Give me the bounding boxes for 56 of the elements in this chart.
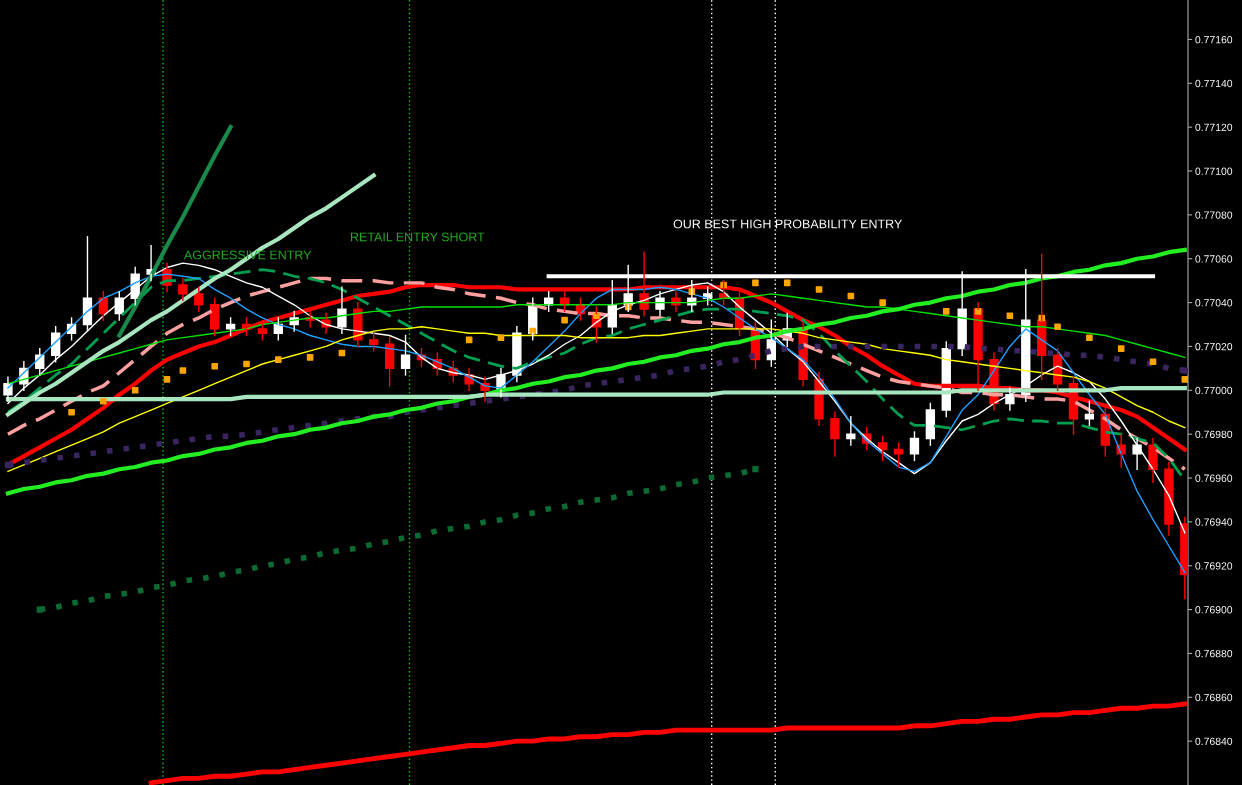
point — [879, 299, 886, 306]
y-tick-label: 0.76960 — [1195, 474, 1233, 482]
annotation: OUR BEST HIGH PROBABILITY ENTRY — [673, 219, 902, 229]
point — [752, 279, 759, 287]
y-tick-label: 0.77140 — [1195, 79, 1233, 88]
point — [529, 327, 537, 335]
y-tick-label: 0.76940 — [1195, 518, 1233, 526]
point — [163, 376, 171, 383]
y-tick-label: 0.76980 — [1195, 430, 1233, 439]
point — [752, 466, 759, 473]
point — [1006, 312, 1014, 320]
point — [497, 334, 505, 341]
line-series — [7, 326, 1186, 473]
candlestick — [178, 277, 188, 302]
y-tick-label: 0.77100 — [1195, 167, 1233, 175]
point — [179, 367, 187, 374]
candlestick — [1132, 437, 1142, 470]
point — [243, 360, 250, 368]
y-tick-label: 0.76900 — [1195, 606, 1233, 614]
y-tick-label: 0.77160 — [1195, 35, 1233, 44]
candlestick — [337, 286, 347, 334]
point — [4, 461, 12, 468]
y-tick-label: 0.76920 — [1195, 562, 1233, 570]
point — [306, 354, 314, 361]
point — [131, 387, 139, 394]
point — [211, 362, 218, 370]
y-tick-label: 0.77080 — [1195, 211, 1233, 219]
y-tick-label: 0.77040 — [1195, 299, 1233, 307]
point — [1054, 323, 1061, 331]
point — [36, 606, 43, 613]
point — [942, 308, 950, 315]
candlestick — [1148, 437, 1158, 484]
annotation: RETAIL ENTRY SHORT — [350, 232, 485, 242]
point — [974, 308, 982, 315]
point — [68, 408, 75, 416]
point — [561, 316, 568, 324]
point — [275, 356, 282, 363]
candlestick — [1164, 461, 1174, 536]
y-tick-label: 0.76880 — [1195, 649, 1233, 658]
candlestick — [655, 290, 665, 317]
y-tick-label: 0.77120 — [1195, 123, 1233, 132]
candlestick — [846, 415, 856, 446]
y-tick-label: 0.77060 — [1195, 255, 1233, 263]
point — [815, 286, 823, 293]
point — [100, 397, 107, 405]
y-tick-label: 0.76860 — [1195, 693, 1233, 702]
point — [1181, 376, 1188, 383]
y-tick-label: 0.77000 — [1195, 386, 1233, 395]
candlestick — [830, 411, 840, 457]
point — [1181, 367, 1188, 374]
point — [1117, 345, 1125, 352]
y-tick-label: 0.76840 — [1195, 737, 1233, 746]
line-series — [148, 701, 1188, 785]
point — [1086, 334, 1093, 341]
y-tick-label: 0.77020 — [1195, 342, 1233, 351]
point — [783, 279, 791, 287]
